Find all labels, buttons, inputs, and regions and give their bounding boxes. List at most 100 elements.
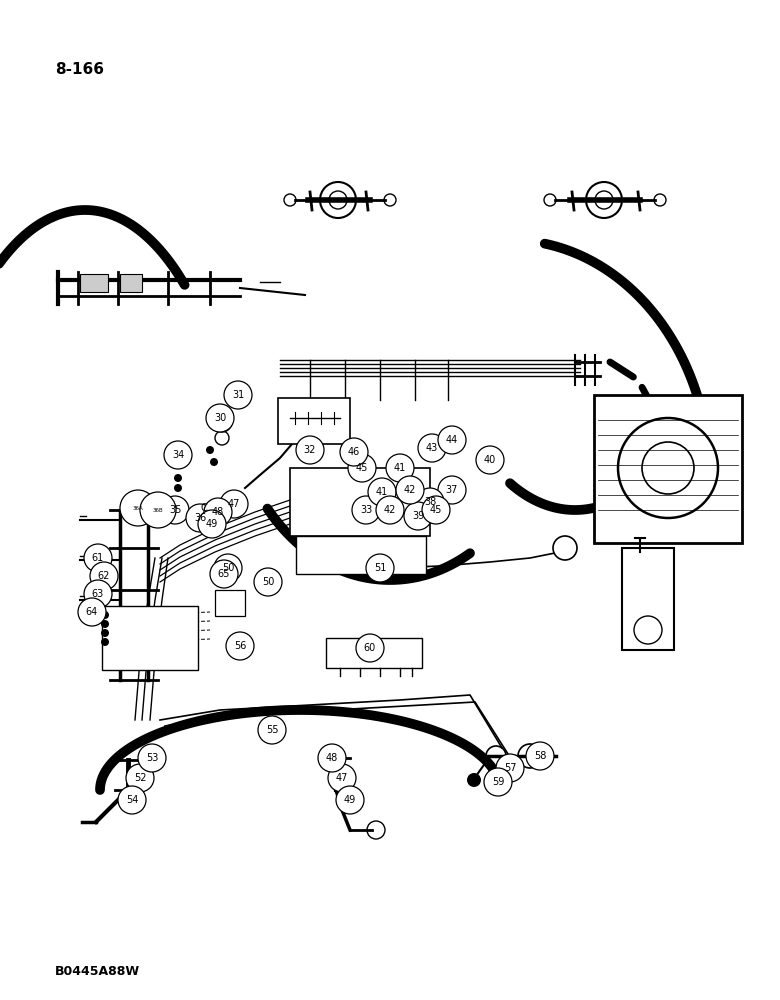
Circle shape: [220, 490, 248, 518]
Circle shape: [396, 476, 424, 504]
Text: 60: 60: [364, 643, 376, 653]
FancyBboxPatch shape: [326, 638, 422, 668]
Text: 55: 55: [266, 725, 278, 735]
Circle shape: [318, 744, 346, 772]
Circle shape: [348, 454, 376, 482]
Circle shape: [90, 562, 118, 590]
Circle shape: [352, 496, 380, 524]
Text: 36: 36: [194, 513, 206, 523]
Circle shape: [356, 634, 384, 662]
FancyBboxPatch shape: [296, 536, 426, 574]
Text: 39: 39: [412, 511, 424, 521]
Text: 61: 61: [92, 553, 104, 563]
Circle shape: [210, 458, 218, 466]
Circle shape: [254, 568, 282, 596]
Circle shape: [224, 381, 252, 409]
Circle shape: [553, 536, 577, 560]
Text: 46: 46: [348, 447, 360, 457]
Circle shape: [214, 554, 242, 582]
Text: 56: 56: [234, 641, 246, 651]
Text: 37: 37: [446, 485, 458, 495]
Circle shape: [84, 580, 112, 608]
FancyBboxPatch shape: [120, 274, 142, 292]
Circle shape: [138, 744, 166, 772]
Circle shape: [198, 510, 226, 538]
Circle shape: [438, 426, 466, 454]
Text: 47: 47: [228, 499, 240, 509]
Circle shape: [101, 620, 109, 628]
FancyBboxPatch shape: [278, 398, 350, 444]
Circle shape: [78, 598, 106, 626]
Text: 35: 35: [168, 505, 181, 515]
Text: 57: 57: [504, 763, 516, 773]
Circle shape: [204, 498, 232, 526]
Text: 64: 64: [86, 607, 98, 617]
Text: 31: 31: [232, 390, 244, 400]
Circle shape: [161, 496, 189, 524]
Circle shape: [438, 476, 466, 504]
Circle shape: [366, 554, 394, 582]
Text: 51: 51: [374, 563, 386, 573]
Text: 49: 49: [206, 519, 218, 529]
Text: 48: 48: [326, 753, 338, 763]
Text: 62: 62: [98, 571, 110, 581]
Text: 40: 40: [484, 455, 496, 465]
Circle shape: [484, 768, 512, 796]
Text: B0445A88W: B0445A88W: [55, 965, 140, 978]
Circle shape: [416, 488, 444, 516]
Text: 36A: 36A: [133, 506, 144, 510]
Circle shape: [186, 504, 214, 532]
Circle shape: [336, 786, 364, 814]
Circle shape: [418, 434, 446, 462]
Circle shape: [212, 412, 232, 432]
Circle shape: [126, 764, 154, 792]
Text: 48: 48: [212, 507, 224, 517]
Text: 32: 32: [304, 445, 316, 455]
Text: 53: 53: [146, 753, 158, 763]
Circle shape: [467, 773, 481, 787]
Circle shape: [120, 490, 156, 526]
Circle shape: [422, 496, 450, 524]
Text: 34: 34: [172, 450, 184, 460]
Circle shape: [206, 446, 214, 454]
Text: 50: 50: [262, 577, 275, 587]
Circle shape: [118, 786, 146, 814]
Circle shape: [174, 484, 182, 492]
Circle shape: [368, 478, 396, 506]
Text: 30: 30: [214, 413, 226, 423]
Circle shape: [386, 454, 414, 482]
Circle shape: [496, 754, 524, 782]
FancyBboxPatch shape: [215, 590, 245, 616]
Circle shape: [328, 764, 356, 792]
Circle shape: [174, 474, 182, 482]
Text: 45: 45: [356, 463, 368, 473]
Text: C: C: [200, 503, 207, 513]
Text: 41: 41: [394, 463, 406, 473]
Text: 42: 42: [404, 485, 417, 495]
Text: 54: 54: [126, 795, 138, 805]
Text: 41: 41: [376, 487, 388, 497]
Text: 58: 58: [534, 751, 546, 761]
Text: 44: 44: [446, 435, 458, 445]
FancyBboxPatch shape: [622, 548, 674, 650]
Text: 33: 33: [360, 505, 372, 515]
Circle shape: [101, 638, 109, 646]
Circle shape: [376, 496, 404, 524]
Circle shape: [340, 438, 368, 466]
Text: 65: 65: [218, 569, 230, 579]
Text: 49: 49: [344, 795, 356, 805]
FancyBboxPatch shape: [594, 395, 742, 543]
Text: 59: 59: [492, 777, 504, 787]
FancyBboxPatch shape: [80, 274, 108, 292]
Circle shape: [296, 436, 324, 464]
Circle shape: [226, 632, 254, 660]
Circle shape: [404, 502, 432, 530]
Text: 36B: 36B: [153, 508, 163, 512]
Text: 45: 45: [430, 505, 442, 515]
Circle shape: [140, 492, 176, 528]
Circle shape: [101, 611, 109, 619]
Circle shape: [164, 441, 192, 469]
FancyBboxPatch shape: [102, 606, 198, 670]
Circle shape: [206, 404, 234, 432]
Circle shape: [526, 742, 554, 770]
